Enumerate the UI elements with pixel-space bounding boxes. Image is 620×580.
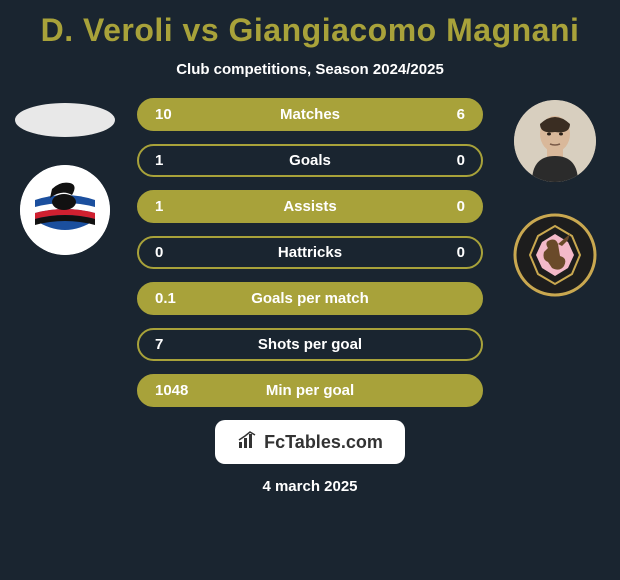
- stat-label: Goals: [209, 152, 411, 169]
- club-logo-left: [20, 165, 110, 255]
- stat-value-right: 0: [411, 198, 481, 215]
- stat-value-right: 0: [411, 244, 481, 261]
- player-portrait-icon: [514, 100, 596, 182]
- stat-label: Hattricks: [209, 244, 411, 261]
- stat-label: Min per goal: [209, 382, 411, 399]
- stat-value-left: 7: [139, 336, 209, 353]
- player-left-placeholder: [15, 103, 115, 137]
- stat-value-right: 6: [411, 106, 481, 123]
- sampdoria-crest-icon: [20, 165, 110, 255]
- stat-row: 1Goals0: [137, 144, 483, 177]
- stat-row: 1Assists0: [137, 190, 483, 223]
- player-right-photo: [514, 100, 596, 182]
- stat-row: 0.1Goals per match: [137, 282, 483, 315]
- stat-label: Assists: [209, 198, 411, 215]
- stats-table: 10Matches61Goals01Assists00Hattricks00.1…: [137, 98, 483, 407]
- stat-value-left: 1048: [139, 382, 209, 399]
- footer-date: 4 march 2025: [0, 478, 620, 495]
- comparison-content: 10Matches61Goals01Assists00Hattricks00.1…: [0, 98, 620, 407]
- season-subtitle: Club competitions, Season 2024/2025: [0, 61, 620, 78]
- stat-row: 7Shots per goal: [137, 328, 483, 361]
- stat-label: Goals per match: [209, 290, 411, 307]
- stat-value-left: 1: [139, 152, 209, 169]
- page-title: D. Veroli vs Giangiacomo Magnani: [0, 0, 620, 49]
- stat-value-left: 1: [139, 198, 209, 215]
- stat-row: 1048Min per goal: [137, 374, 483, 407]
- stat-value-left: 0.1: [139, 290, 209, 307]
- stat-value-left: 10: [139, 106, 209, 123]
- stat-label: Matches: [209, 106, 411, 123]
- club-logo-right: [510, 210, 600, 300]
- stat-row: 10Matches6: [137, 98, 483, 131]
- player-right-column: [500, 98, 610, 300]
- stat-label: Shots per goal: [209, 336, 411, 353]
- stat-row: 0Hattricks0: [137, 236, 483, 269]
- stat-value-right: 0: [411, 152, 481, 169]
- stat-value-left: 0: [139, 244, 209, 261]
- chart-icon: [237, 430, 259, 455]
- brand-text: FcTables.com: [264, 432, 383, 453]
- palermo-crest-icon: [512, 212, 598, 298]
- player-left-column: [10, 98, 120, 255]
- brand-badge[interactable]: FcTables.com: [215, 420, 405, 464]
